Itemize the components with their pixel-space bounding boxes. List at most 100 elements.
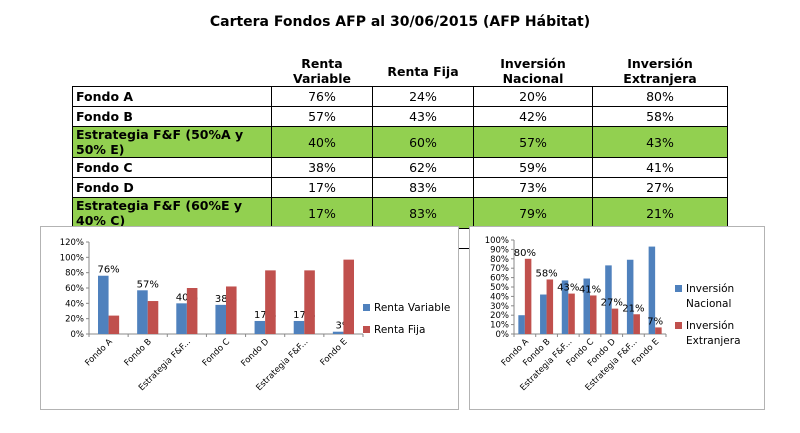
bar: [626, 259, 634, 334]
bar: [108, 315, 120, 334]
legend-swatch: [675, 322, 682, 329]
table-row: Estrategia F&F (50%A y 50% E) 40% 60% 57% 43…: [72, 126, 728, 158]
y-tick-label: 100%: [485, 236, 509, 246]
row-label: Fondo D: [72, 177, 272, 198]
legend-label-part: Nacional: [686, 298, 731, 310]
data-label: 21%: [622, 303, 644, 314]
bar: [561, 280, 569, 334]
y-tick-label: 20%: [65, 315, 84, 325]
y-tick-label: 0%: [496, 330, 510, 340]
bar: [332, 331, 344, 334]
legend-label: Renta Variable: [374, 302, 450, 314]
bar: [293, 320, 305, 334]
header-inversion-nacional: Inversión Nacional: [500, 56, 566, 86]
bar: [137, 290, 148, 334]
table-row: Fondo A 76% 24% 20% 80%: [72, 86, 728, 107]
category-label: Fondo E: [319, 337, 350, 368]
legend-label: Inversión Extranjera: [686, 320, 741, 347]
y-tick-label: 10%: [490, 321, 509, 331]
bar: [633, 314, 640, 334]
data-label: 57%: [137, 279, 159, 290]
table-cell: 57%: [473, 126, 593, 158]
legend-label-part: Renta Fija: [374, 324, 425, 336]
bar: [215, 304, 226, 334]
y-tick-label: 120%: [60, 238, 84, 248]
bar: [583, 278, 590, 334]
chart-inversion-box: 0% 10% 20% 30% 40% 50% 60% 70% 80% 90% 100% 80% 58% 4…: [469, 226, 765, 410]
table-row: Fondo D 17% 83% 73% 27%: [72, 177, 728, 198]
table-cell: 20%: [473, 86, 593, 107]
table-cell: 27%: [592, 177, 728, 198]
table-row: Fondo C 38% 62% 59% 41%: [72, 157, 728, 178]
bar: [605, 265, 612, 334]
table-cell: 43%: [592, 126, 728, 158]
table-cell: 62%: [372, 157, 474, 178]
bar: [546, 279, 554, 334]
table-cell: 42%: [473, 106, 593, 127]
table-row: Fondo B 57% 43% 42% 58%: [72, 106, 728, 127]
table-cell: 76%: [271, 86, 373, 107]
data-label: 80%: [514, 248, 536, 259]
category-label: Fondo A: [83, 337, 114, 368]
data-label: 27%: [601, 298, 623, 309]
table-cell: 73%: [473, 177, 593, 198]
data-label: 7%: [647, 316, 663, 327]
bar: [186, 288, 198, 334]
category-label: Fondo D: [239, 337, 271, 369]
header-inversion-extranjera: Inversión Extranjera: [623, 56, 697, 86]
table-cell: 57%: [271, 106, 373, 127]
page-title: Cartera Fondos AFP al 30/06/2015 (AFP Há…: [209, 14, 591, 30]
table-cell: 21%: [592, 197, 728, 229]
legend-label-part: Inversión: [686, 283, 734, 295]
table-cell: 38%: [271, 157, 373, 178]
row-label: Estrategia F&F (50%A y 50% E): [72, 126, 272, 158]
bar: [304, 270, 315, 334]
legend-swatch: [363, 326, 370, 333]
row-label: Fondo A: [72, 86, 272, 107]
table-cell: 79%: [473, 197, 593, 229]
row-label: Estrategia F&F (60%E y 40% C): [72, 197, 272, 229]
bar: [343, 259, 354, 334]
bar: [590, 295, 597, 334]
header-renta-variable: Renta Variable: [292, 56, 352, 86]
y-tick-label: 40%: [490, 292, 509, 302]
table-cell: 24%: [372, 86, 474, 107]
chart-renta: 0%20%40%60%80%100%120%76%57%40%38%17%17%…: [60, 238, 451, 393]
y-tick-label: 20%: [490, 311, 509, 321]
table-cell: 17%: [271, 177, 373, 198]
table-cell: 58%: [592, 106, 728, 127]
table-cell: 83%: [372, 197, 474, 229]
y-tick-label: 70%: [490, 264, 509, 274]
bar: [655, 327, 662, 334]
bar: [98, 275, 109, 334]
row-label: Fondo C: [72, 157, 272, 178]
legend-swatch: [363, 304, 370, 311]
table-cell: 60%: [372, 126, 474, 158]
chart-renta-box: 0%20%40%60%80%100%120%76%57%40%38%17%17%…: [40, 226, 459, 410]
table-header-row: Renta Variable Renta Fija Inversión Naci…: [73, 56, 728, 87]
table-cell: 17%: [271, 197, 373, 229]
category-label: Fondo B: [123, 337, 154, 368]
legend-label-part: Inversión: [686, 320, 734, 332]
row-label: Fondo B: [72, 106, 272, 127]
data-label: 43%: [557, 283, 579, 294]
table-cell: 40%: [271, 126, 373, 158]
y-tick-label: 80%: [65, 269, 84, 279]
data-label: 41%: [579, 284, 601, 295]
table-cell: 83%: [372, 177, 474, 198]
table-row: Estrategia F&F (60%E y 40% C) 17% 83% 79% 21…: [72, 197, 728, 229]
table-cell: 80%: [592, 86, 728, 107]
category-label: Fondo C: [201, 337, 232, 368]
legend-label-part: Renta Variable: [374, 302, 450, 314]
table-cell: 41%: [592, 157, 728, 178]
header-renta-fija: Renta Fija: [387, 63, 459, 79]
bar: [176, 303, 187, 334]
bar: [648, 246, 656, 334]
bar: [147, 301, 159, 334]
data-label: 76%: [97, 265, 119, 276]
header-empty: [73, 56, 272, 87]
legend-label: Inversión Nacional: [686, 283, 734, 310]
bar: [226, 286, 237, 334]
y-tick-label: 100%: [60, 253, 84, 263]
bar: [611, 308, 619, 334]
